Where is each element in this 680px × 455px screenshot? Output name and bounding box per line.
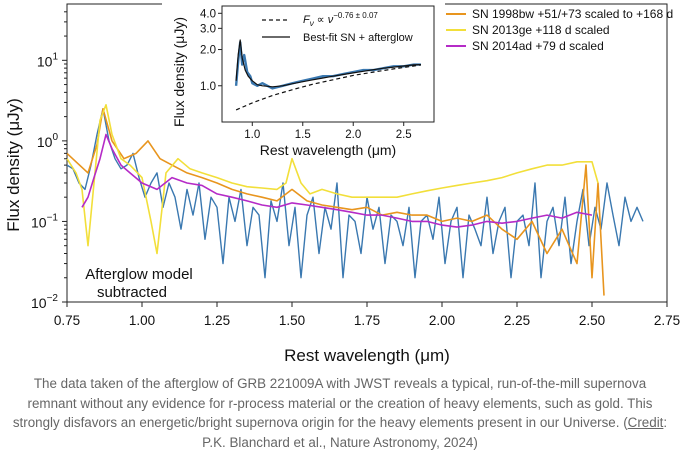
main-y-tick-label: 101 [37,51,59,69]
inset-legend: Fν ∝ ν−0.76 ± 0.07 Best-fit SN + aftergl… [262,11,413,44]
main-y-tick-label: 100 [37,132,59,150]
main-series-line-3 [66,108,644,279]
main-chart: 0.75 1.00 1.25 1.50 1.75 2.00 2.25 2.50 2.75 10−… [4,3,680,365]
inset-legend-bestfit-label: Best-fit SN + afterglow [303,32,413,44]
inset-x-tick-label: 1.0 [244,129,260,141]
legend-label-sn2013ge: SN 2013ge +118 d scaled [472,23,610,37]
main-x-tick-label: 2.75 [654,313,680,328]
caption: The data taken of the afterglow of GRB 2… [10,374,670,452]
main-series-line-2 [81,133,593,228]
inset-plot-frame [221,5,435,123]
main-x-tick-label: 2.50 [579,313,605,328]
inset-legend-powerlaw-label: Fν ∝ ν−0.76 ± 0.07 [303,11,378,28]
main-x-tick-label: 1.25 [204,313,230,328]
inset-series-line-1 [235,39,421,88]
inset-x-tick-label: 2.0 [345,129,361,141]
main-y-axis-label: Flux density (μJy) [4,98,23,232]
inset-series-line-2 [235,64,421,111]
caption-credit: (Credit: P.K. Blanchard et al., Nature A… [202,415,668,450]
inset-y-axis-label: Flux density (μJy) [171,17,187,127]
figure: 0.75 1.00 1.25 1.50 1.75 2.00 2.25 2.50 2.75 10−… [4,2,680,365]
main-x-axis-label: Rest wavelength (μm) [284,346,450,365]
main-y-tick-label: 10−2 [31,293,58,311]
inset-y-tick-label: 4.0 [200,8,216,20]
annotation-line-1: Afterglow model [85,266,193,283]
inset-y-tick-label: 3.0 [200,23,216,35]
inset-x-tick-label: 2.5 [396,129,412,141]
legend-label-sn2014ad: SN 2014ad +79 d scaled [472,39,604,53]
main-x-tick-label: 1.50 [279,313,305,328]
inset-y-tick-label: 1.0 [200,81,216,93]
legend-label-sn1998bw: SN 1998bw +51/+73 scaled to +168 d [472,7,673,21]
main-y-tick-label: 10−1 [31,212,58,230]
main-series-line-0 [66,108,605,296]
caption-text: The data taken of the afterglow of GRB 2… [12,376,653,430]
main-x-tick-label: 1.75 [354,313,380,328]
main-x-tick-label: 0.75 [54,313,80,328]
credit-link[interactable]: Credit [627,415,664,430]
main-x-tick-label: 1.00 [129,313,155,328]
main-x-tick-label: 2.25 [504,313,530,328]
inset-y-tick-label: 2.0 [200,45,216,57]
inset-x-tick-label: 1.5 [295,129,311,141]
main-x-tick-label: 2.00 [429,313,455,328]
annotation-line-2: subtracted [97,284,167,301]
inset-x-axis-label: Rest wavelength (μm) [260,142,396,158]
inset-chart: 1.0 1.5 2.0 2.5 1.0 2.0 3.0 4.0 Rest wavelengt… [162,2,445,158]
inset-background [162,2,445,152]
main-legend: SN 1998bw +51/+73 scaled to +168 d SN 20… [446,7,673,53]
main-series-line-1 [66,104,599,255]
